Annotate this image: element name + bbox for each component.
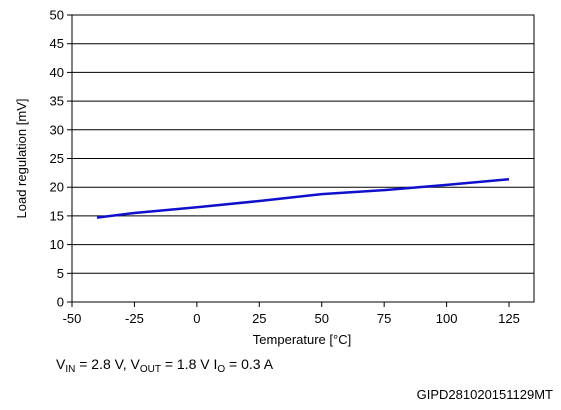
x-tick-label: -25 [125, 311, 144, 326]
v-in-subscript: IN [65, 364, 76, 375]
chart: 0 5 10 15 20 25 30 35 40 45 50 -50 -25 0 25 50 75 100 125… [14, 8, 535, 347]
series-group [96, 177, 510, 219]
v-out-value: = 1.8 V [160, 356, 214, 372]
y-axis-title: Load regulation [mV] [14, 99, 29, 219]
y-tick-label: 15 [50, 208, 64, 223]
v-in-label: V [56, 356, 66, 372]
y-tick-label: 25 [50, 151, 64, 166]
x-tick-label: 75 [377, 311, 391, 326]
y-tick-label: 0 [57, 295, 64, 310]
x-axis-title: Temperature [°C] [253, 332, 351, 347]
plot-frame [71, 14, 535, 303]
series-line [96, 177, 510, 219]
v-in-value: = 2.8 V, [75, 356, 131, 372]
y-tick-label: 30 [50, 122, 64, 137]
i-o-label: I [213, 356, 218, 372]
i-o-value: = 0.3 A [225, 356, 274, 372]
y-tick-label: 10 [50, 237, 64, 252]
i-o-subscript: O [217, 364, 226, 375]
x-tick-label: 0 [193, 311, 200, 326]
y-tick-label: 35 [50, 94, 64, 109]
figure-code: GIPD281020151129MT [416, 387, 553, 402]
x-tick-label: -50 [63, 311, 82, 326]
y-tick-label: 5 [57, 266, 64, 281]
grid-lines [72, 43, 534, 274]
x-tick-label: 125 [498, 311, 520, 326]
y-tick-label: 20 [50, 180, 64, 195]
y-tick-label: 40 [50, 65, 64, 80]
x-tick-label: 100 [436, 311, 458, 326]
y-axis-ticks: 0 5 10 15 20 25 30 35 40 45 50 [50, 8, 72, 310]
v-out-subscript: OUT [139, 364, 161, 375]
x-tick-label: 25 [252, 311, 266, 326]
x-axis-ticks: -50 -25 0 25 50 75 100 125 [63, 302, 520, 326]
test-conditions: VIN = 2.8 V, VOUT = 1.8 V IO = 0.3 A [56, 356, 274, 375]
v-out-label: V [130, 356, 140, 372]
x-tick-label: 50 [314, 311, 328, 326]
y-tick-label: 50 [50, 8, 64, 23]
y-tick-label: 45 [50, 36, 64, 51]
